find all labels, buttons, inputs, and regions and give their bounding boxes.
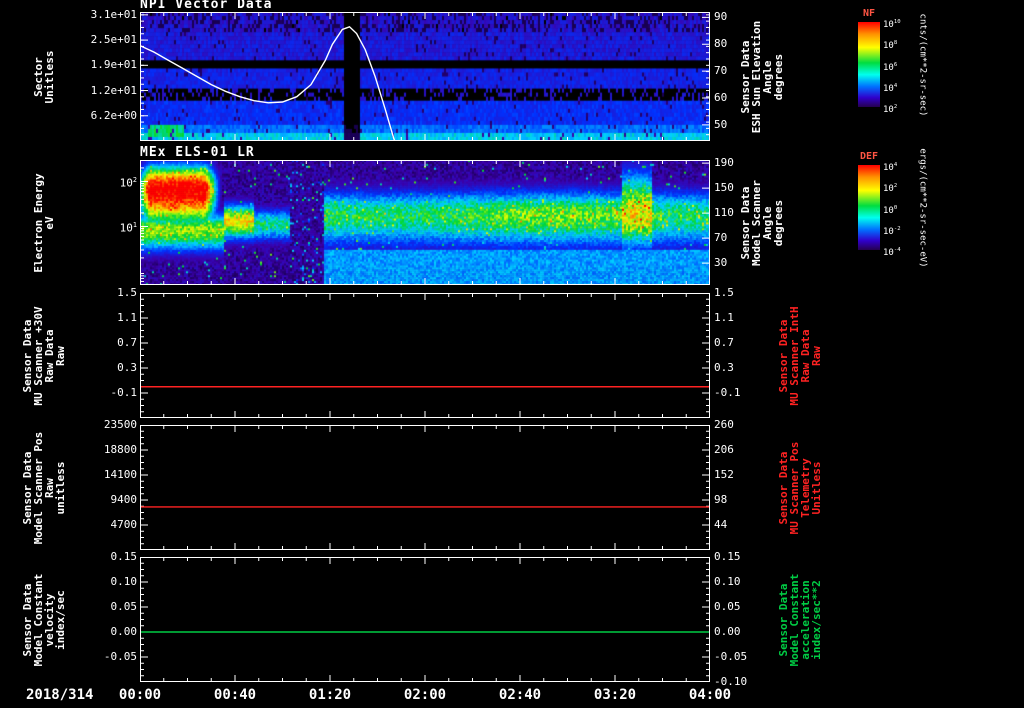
y-tick-label: 0.3 [117,361,137,374]
spectrogram-canvas [140,160,710,285]
y-axis-label: Sensor Data Model Scanner Pos Raw unitle… [21,431,67,544]
colorbar-tick-label: 10-4 [883,247,901,258]
panel-frame [140,425,710,550]
y-axis-label: Electron Energy eV [32,172,56,273]
y-tick-label: 18800 [103,443,137,456]
colorbar-tick-label: 104 [883,162,898,173]
y-tick-label: 110 [714,206,734,220]
y-tick-label: 0.05 [110,600,138,613]
panel-title: MEx ELS-01 LR [140,145,255,160]
x-tick-label: 02:00 [403,687,447,703]
y-tick-label: 150 [714,181,734,195]
sun-elevation-curve [140,25,396,141]
colorbar-title: NF [862,8,876,19]
y-axis-label: Sector Unitless [32,50,56,103]
y-tick-label: 260 [714,418,734,431]
y-tick-label: 6.2e+00 [90,108,137,122]
y-tick-label: 44 [714,518,728,531]
y-tick-label: 0.00 [714,625,741,638]
y-tick-label: 1.9e+01 [90,58,137,72]
y-tick-label: 30 [714,256,728,270]
panel-frame [140,557,710,682]
right-axis-label: Sensor Data MU Scanner Pos Telemetry Uni… [777,441,823,534]
y-tick-label: 1.1 [714,311,734,324]
y-tick-label: 70 [714,64,728,78]
colorbar-tick-label: 104 [883,82,898,94]
x-tick-label: 00:40 [213,687,257,703]
right-axis-label: Sensor Data ESH Sun Elevation Angle degr… [739,20,785,133]
y-tick-label: 98 [714,493,728,506]
y-tick-label: 101 [119,221,137,236]
y-tick-label: 0.10 [110,575,138,588]
panel-frame [140,160,710,285]
right-axis-label: Sensor Data Model Constant acceleration … [777,573,823,666]
y-tick-label: 4700 [110,518,138,531]
y-tick-label: 90 [714,10,728,24]
y-tick-label: 70 [714,231,728,245]
y-tick-label: 14100 [103,468,137,481]
colorbar-tick-label: 106 [883,61,898,73]
y-tick-label: 152 [714,468,734,481]
y-tick-label: 80 [714,37,728,51]
y-tick-label: -0.1 [714,386,741,399]
y-axis-label: Sensor Data MU Scanner +30V Raw Data Raw [21,305,67,406]
y-tick-label: 0.7 [117,336,137,349]
y-tick-label: 102 [119,176,137,191]
y-tick-label: 1.5 [714,286,734,299]
y-tick-label: 9400 [110,493,138,506]
y-tick-label: 0.7 [714,336,734,349]
colorbar-tick-label: 100 [883,204,898,216]
y-tick-label: 60 [714,91,728,104]
x-tick-label: 04:00 [688,687,732,703]
y-tick-label: 23500 [103,418,137,431]
y-tick-label: 0.05 [714,600,741,613]
colorbar-tick-label: 10-2 [883,225,901,237]
colorbar [858,165,880,250]
spectrogram-canvas [140,12,710,141]
y-tick-label: 1.5 [117,286,137,299]
colorbar [858,22,880,107]
panel-title: NPI Vector Data [140,0,273,12]
y-tick-label: 50 [714,117,728,131]
colorbar-unit-label: cnts/(cm**2-sr-sec) [917,13,928,116]
y-tick-label: 190 [714,156,734,170]
y-tick-label: 206 [714,443,734,456]
y-axis-label: Sensor Data Model Constant velocity inde… [21,573,67,666]
colorbar-tick-label: 108 [883,40,898,52]
colorbar-tick-label: 1010 [883,19,901,30]
y-tick-label: 1.2e+01 [90,83,137,97]
colorbar-unit-label: ergs/(cm**2-sr-sec-eV) [917,147,928,268]
x-tick-label: 03:20 [593,687,637,703]
x-tick-label: 00:00 [118,687,162,703]
colorbar-tick-label: 102 [883,104,898,115]
right-axis-label: Sensor Data MU Scanner IntH Raw Data Raw [777,305,823,406]
colorbar-tick-label: 102 [883,183,898,195]
y-tick-label: 0.10 [714,575,741,588]
y-tick-label: 0.3 [714,361,734,374]
y-tick-label: 0.00 [110,625,138,638]
x-tick-label: 02:40 [498,687,542,703]
y-tick-label: 0.15 [714,550,741,563]
panel-frame [140,293,710,418]
y-tick-label: -0.05 [714,650,748,663]
right-axis-label: Sensor Data Model Scanner Angle degrees [739,179,785,266]
y-tick-label: -0.10 [714,675,748,688]
x-tick-label: 01:20 [308,687,352,703]
y-tick-label: 0.15 [110,550,138,563]
colorbar-title: DEF [859,151,879,162]
x-axis-date-label: 2018/314 [26,687,94,703]
y-tick-label: 2.5e+01 [90,33,137,47]
y-tick-label: -0.05 [103,650,137,663]
panel-frame [140,12,710,141]
y-tick-label: -0.1 [110,386,138,399]
y-tick-label: 1.1 [117,311,137,324]
y-tick-label: 3.1e+01 [90,7,137,21]
